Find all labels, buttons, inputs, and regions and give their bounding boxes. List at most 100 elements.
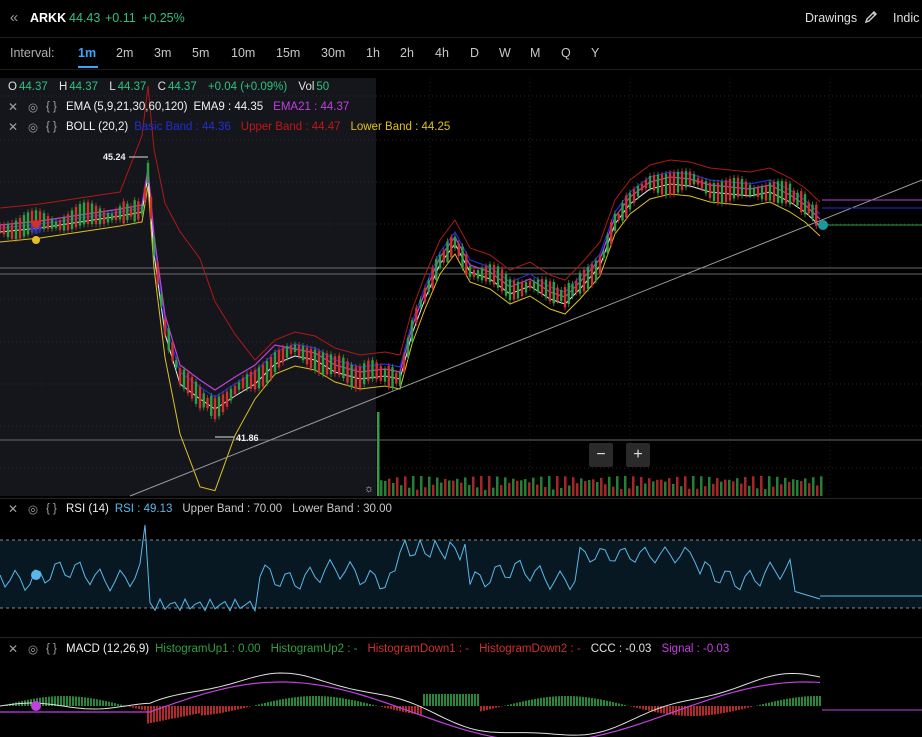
braces-icon[interactable]: { } [46,503,57,515]
interval-1h[interactable]: 1h [366,46,380,60]
macd-histogram-bar [120,704,122,706]
volume-bar [788,482,791,496]
braces-icon[interactable]: { } [46,643,57,655]
macd-histogram-bar [582,696,584,706]
volume-bar [768,476,771,496]
volume-bar [756,488,759,496]
volume-bar [696,488,699,496]
volume-bar [700,476,703,496]
macd-histogram-bar [711,706,713,715]
interval-10m[interactable]: 10m [231,46,256,60]
volume-bar [528,482,531,496]
eye-icon[interactable]: ◎ [28,122,39,134]
volume-bar [720,481,723,496]
candle [149,196,153,219]
interval-W[interactable]: W [499,46,511,60]
candle [712,183,716,202]
close-icon[interactable]: ✕ [8,100,19,114]
candle [126,203,129,221]
macd-histogram-bar [213,706,215,715]
macd-histogram-bar [789,698,791,706]
macd-histogram-bar [81,697,83,706]
interval-15m[interactable]: 15m [276,46,301,60]
macd-histogram-bar [495,706,497,708]
eye-icon[interactable]: ◎ [28,644,39,656]
macd-histogram-bar [645,706,647,711]
candle [548,281,552,302]
volume-bar [432,484,435,496]
volume-bar [704,486,707,496]
macd-histogram-bar [621,704,623,706]
back-icon[interactable]: « [9,9,19,26]
candle [625,195,628,218]
candle [46,216,50,229]
candle [431,267,434,289]
volume-bar [760,476,763,496]
zoom-out-button[interactable]: − [589,443,613,467]
candle [395,372,398,384]
interval-30m[interactable]: 30m [321,46,346,60]
interval-4h[interactable]: 4h [435,46,449,60]
macd-histogram-bar [555,696,557,706]
macd-histogram-bar [117,703,119,706]
pencil-icon[interactable] [864,10,878,24]
candle [567,283,570,305]
candle [406,338,410,357]
candle [152,237,156,256]
indicators-button[interactable]: Indic [893,11,920,25]
macd-histogram-bar [147,706,149,724]
interval-2m[interactable]: 2m [116,46,134,60]
close-value: 44.37 [167,81,197,93]
rsi-pane-divider[interactable] [0,498,922,499]
active-interval-indicator [78,66,98,68]
close-icon[interactable]: ✕ [8,502,19,516]
close-icon[interactable]: ✕ [8,642,19,656]
macd-histogram-bar [735,706,737,711]
macd-histogram-bar [354,700,356,706]
macd-histogram-bar [498,706,500,708]
candle [728,178,732,201]
interval-5m[interactable]: 5m [192,46,210,60]
macd-pane-divider[interactable] [0,637,922,638]
drawings-button[interactable]: Drawings [805,11,858,25]
macd-histogram-bar [549,696,551,706]
interval-1m[interactable]: 1m [78,46,97,60]
interval-Q[interactable]: Q [561,46,571,60]
candle [269,356,273,379]
macd-histogram-bar [360,701,362,706]
macd-histogram-bar [321,696,323,706]
eye-icon[interactable]: ◎ [28,102,39,114]
ticker-symbol: ARKK [30,11,67,25]
interval-Y[interactable]: Y [591,46,600,60]
interval-3m[interactable]: 3m [154,46,172,60]
interval-2h[interactable]: 2h [400,46,414,60]
braces-icon[interactable]: { } [46,101,57,113]
close-icon[interactable]: ✕ [8,120,19,134]
volume-bar [664,481,667,496]
candle [58,220,62,230]
candle [582,269,586,292]
interval-M[interactable]: M [530,46,541,60]
macd-histogram-bar [639,706,641,709]
zoom-in-button[interactable]: + [626,443,650,467]
candle [102,211,106,224]
macd-histogram-bar [465,694,467,706]
volume-bar [508,482,511,496]
volume-bar [460,482,463,496]
macd-histogram-bar [291,697,293,706]
last-price-marker [818,220,828,230]
braces-icon[interactable]: { } [46,121,57,133]
candle [423,288,427,302]
eye-icon[interactable]: ◎ [28,504,39,516]
candle [285,346,289,358]
macd-histogram-bar [159,706,161,722]
macd-histogram-bar [765,703,767,706]
interval-D[interactable]: D [470,46,480,60]
macd-histogram-bar [111,702,113,706]
volume-bar [776,476,779,496]
candle [146,162,150,184]
candle [206,397,209,409]
history-shade [0,78,376,496]
macd-histogram-bar [198,706,200,714]
